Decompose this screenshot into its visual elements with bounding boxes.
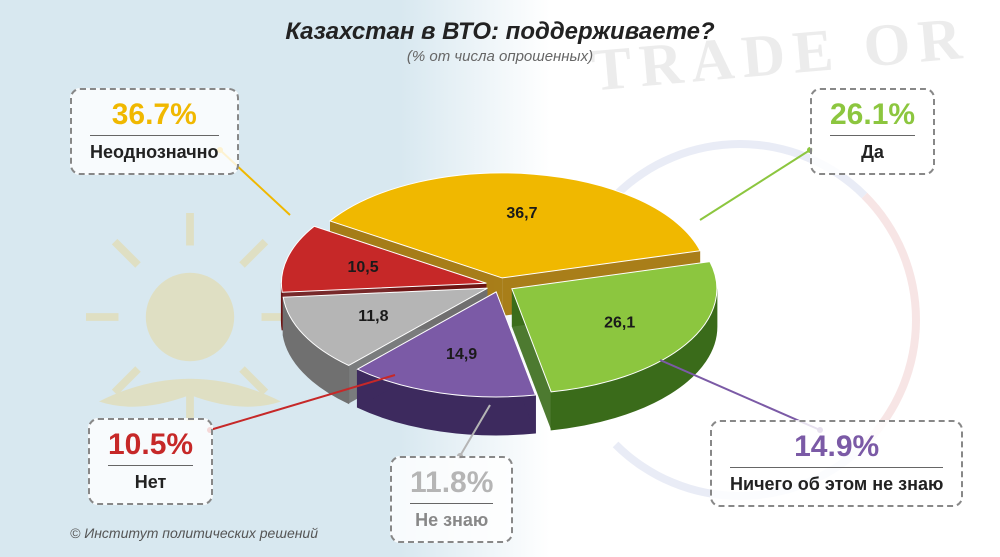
callout-percentage: 11.8%: [410, 466, 493, 499]
callout-percentage: 36.7%: [90, 98, 219, 131]
callout-ambig: 36.7% Неоднозначно: [70, 88, 239, 175]
callout-divider: [830, 135, 915, 136]
callout-nothing: 14.9% Ничего об этом не знаю: [710, 420, 963, 507]
callout-percentage: 26.1%: [830, 98, 915, 131]
slice-value-label: 10,5: [348, 259, 379, 276]
chart-subtitle: (% от числа опрошенных): [0, 48, 1000, 65]
slice-value-label: 26,1: [604, 314, 635, 331]
callout-divider: [108, 465, 193, 466]
chart-title: Казахстан в ВТО: поддерживаете?: [0, 18, 1000, 46]
callout-label: Нет: [108, 472, 193, 493]
callout-divider: [90, 135, 219, 136]
callout-label: Ничего об этом не знаю: [730, 474, 943, 495]
callout-label: Неоднозначно: [90, 142, 219, 163]
callout-percentage: 14.9%: [730, 430, 943, 463]
callout-dontknow: 11.8% Не знаю: [390, 456, 513, 543]
callout-divider: [730, 467, 943, 468]
callout-no: 10.5% Нет: [88, 418, 213, 505]
callout-label: Не знаю: [410, 510, 493, 531]
chart-container: TRADE OR Казахстан в ВТО: поддерживаете?…: [0, 0, 1000, 557]
slice-value-label: 36,7: [506, 205, 537, 222]
callout-divider: [410, 503, 493, 504]
credit-text: © Институт политических решений: [70, 525, 318, 541]
slice-value-label: 14,9: [446, 346, 477, 363]
slice-value-label: 11,8: [358, 308, 388, 325]
callout-yes: 26.1% Да: [810, 88, 935, 175]
callout-percentage: 10.5%: [108, 428, 193, 461]
pie-chart: 36,7 10,5 11,8 26,1 14,9: [255, 130, 745, 470]
callout-label: Да: [830, 142, 915, 163]
